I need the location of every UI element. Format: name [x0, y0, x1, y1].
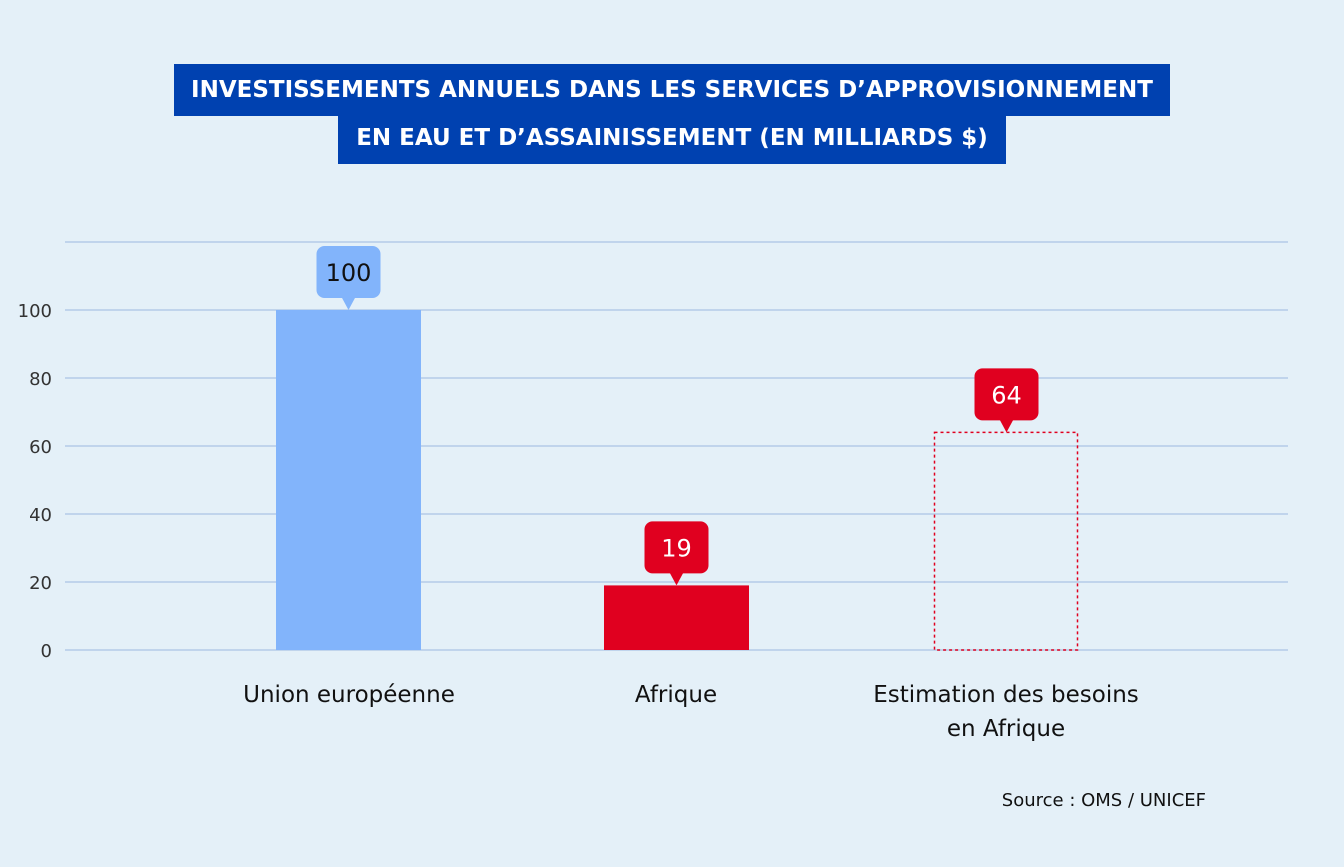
callout-pointer	[669, 572, 684, 586]
y-tick-label: 80	[29, 369, 52, 390]
data-label-callout	[644, 521, 709, 574]
data-label: 100	[326, 259, 372, 287]
data-label: 64	[991, 381, 1022, 409]
y-tick-label: 60	[29, 437, 52, 458]
chart-title-line-2: EN EAU ET D’ASSAINISSEMENT (EN MILLIARDS…	[338, 112, 1006, 164]
bar	[276, 310, 421, 650]
category-label: Union européenne	[243, 682, 455, 708]
chart-title-line-1: INVESTISSEMENTS ANNUELS DANS LES SERVICE…	[174, 64, 1170, 116]
data-label-callout	[316, 246, 381, 298]
y-tick-label: 0	[41, 641, 52, 662]
callout-pointer	[999, 419, 1014, 433]
data-label-callout	[974, 368, 1039, 421]
category-label: Estimation des besoins en Afrique	[873, 682, 1139, 742]
y-tick-label: 100	[18, 301, 52, 322]
category-label: Afrique	[634, 682, 718, 708]
data-label: 19	[661, 534, 692, 562]
source-note: Source : OMS / UNICEF	[1001, 790, 1206, 811]
y-tick-label: 20	[29, 573, 52, 594]
bar	[604, 585, 749, 650]
bar-outline	[933, 431, 1079, 651]
y-tick-label: 40	[29, 505, 52, 526]
callout-pointer	[341, 297, 356, 310]
